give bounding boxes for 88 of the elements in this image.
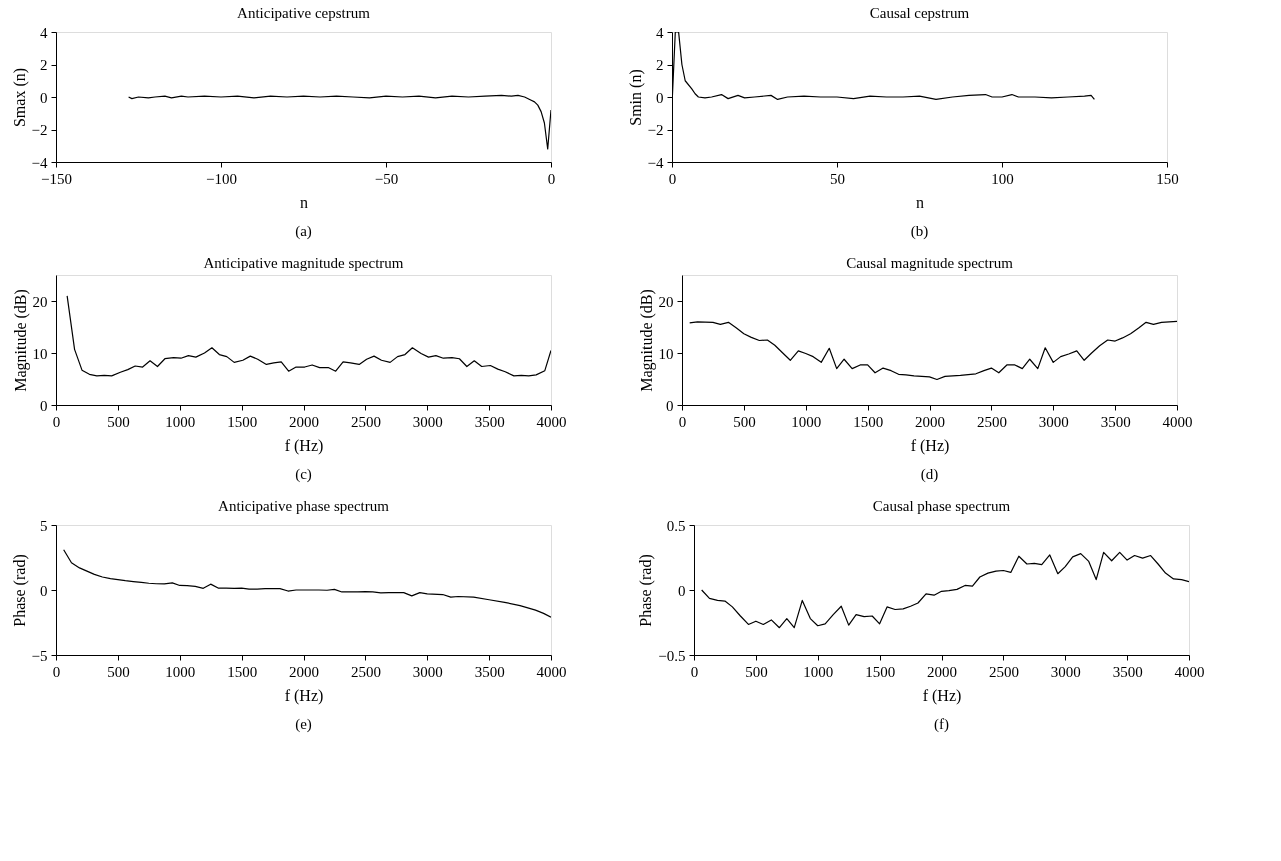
text: (e) [295, 716, 312, 733]
y-tick-label: 0 [666, 397, 674, 414]
x-tick-label: 2500 [350, 413, 381, 430]
y-axis-title: Smin (n) [626, 69, 645, 126]
y-axis-title: Phase (rad) [10, 554, 29, 627]
x-tick-label: 4000 [1174, 663, 1205, 680]
y-axis-title: Phase (rad) [637, 554, 656, 627]
x-tick-label: 4000 [536, 663, 567, 680]
x-tick-label: 500 [745, 663, 768, 680]
x-axis-title: f (Hz) [284, 436, 324, 455]
x-axis-title: n [916, 193, 924, 211]
x-tick-label: 500 [107, 663, 130, 680]
x-tick-label: 3500 [474, 663, 505, 680]
chart-title: Causal magnitude spectrum [846, 255, 1014, 271]
x-axis-title: f (Hz) [284, 686, 324, 705]
text: (c) [295, 466, 312, 483]
text: (f) [934, 716, 949, 733]
x-tick-label: 500 [107, 413, 130, 430]
x-tick-label: 50 [830, 170, 845, 187]
y-tick-label: 20 [32, 293, 48, 310]
x-tick-label: 500 [733, 413, 756, 430]
chart-title: Anticipative phase spectrum [218, 498, 390, 514]
x-tick-label: 1500 [227, 413, 258, 430]
x-tick-label: 3000 [1050, 663, 1081, 680]
y-tick-label: 2 [40, 57, 48, 73]
x-tick-label: 1000 [791, 413, 822, 430]
x-tick-label: 2500 [988, 663, 1019, 680]
y-tick-label: 0 [678, 582, 686, 599]
y-tick-label: 2 [656, 57, 664, 73]
text: (a) [295, 223, 312, 240]
y-tick-label: −4 [647, 154, 664, 171]
x-tick-label: 2000 [289, 413, 319, 430]
chart-title: Anticipative magnitude spectrum [203, 255, 404, 271]
y-tick-label: 0 [40, 397, 48, 414]
y-tick-label: 0.5 [666, 517, 686, 534]
y-tick-label: −0.5 [658, 647, 686, 664]
y-tick-label: 0 [40, 582, 48, 599]
x-tick-label: 1000 [165, 413, 196, 430]
x-tick-label: −100 [206, 170, 237, 187]
y-axis-title: Magnitude (dB) [11, 289, 30, 392]
y-axis-title: Magnitude (dB) [637, 289, 656, 392]
x-axis-title: f (Hz) [922, 686, 962, 705]
x-tick-label: 3500 [1112, 663, 1143, 680]
y-tick-label: 10 [658, 345, 674, 362]
chart-title: Anticipative cepstrum [237, 5, 371, 21]
x-tick-label: 3500 [474, 413, 505, 430]
y-tick-label: 5 [40, 517, 48, 534]
x-tick-label: 100 [991, 170, 1014, 187]
y-tick-label: 4 [40, 24, 48, 41]
y-tick-label: −4 [31, 154, 48, 171]
y-tick-label: 0 [40, 89, 48, 106]
x-tick-label: 3500 [1100, 413, 1131, 430]
x-tick-label: 2000 [289, 663, 319, 680]
x-tick-label: 1000 [803, 663, 834, 680]
x-tick-label: −50 [374, 170, 399, 187]
x-tick-label: 2500 [350, 663, 381, 680]
x-tick-label: 4000 [536, 413, 567, 430]
y-tick-label: −5 [31, 647, 48, 664]
x-tick-label: 2000 [927, 663, 957, 680]
y-tick-label: 20 [658, 293, 674, 310]
x-tick-label: 0 [690, 663, 699, 680]
y-tick-label: 10 [32, 345, 48, 362]
x-tick-label: 4000 [1162, 413, 1193, 430]
y-tick-label: 4 [656, 24, 664, 41]
chart-title: Causal phase spectrum [872, 498, 1011, 514]
chart-title: Causal cepstrum [869, 5, 970, 21]
x-tick-label: 1000 [165, 663, 196, 680]
y-tick-label: −2 [31, 122, 48, 138]
x-tick-label: 3000 [412, 663, 443, 680]
x-tick-label: 150 [1156, 170, 1179, 187]
x-axis-title: n [300, 193, 308, 211]
x-tick-label: 2500 [976, 413, 1007, 430]
y-tick-label: −2 [647, 122, 664, 138]
text: (d) [920, 466, 939, 483]
x-tick-label: 0 [547, 170, 556, 187]
x-tick-label: 1500 [865, 663, 896, 680]
x-tick-label: −150 [41, 170, 72, 187]
x-tick-label: 1500 [853, 413, 884, 430]
text: (b) [910, 223, 929, 240]
y-axis-title: Smax (n) [10, 67, 29, 128]
x-tick-label: 3000 [1038, 413, 1069, 430]
x-tick-label: 0 [52, 413, 61, 430]
x-tick-label: 0 [52, 663, 61, 680]
x-tick-label: 3000 [412, 413, 443, 430]
y-tick-label: 0 [656, 89, 664, 106]
x-axis-title: f (Hz) [910, 436, 950, 455]
x-tick-label: 2000 [915, 413, 945, 430]
x-tick-label: 1500 [227, 663, 258, 680]
